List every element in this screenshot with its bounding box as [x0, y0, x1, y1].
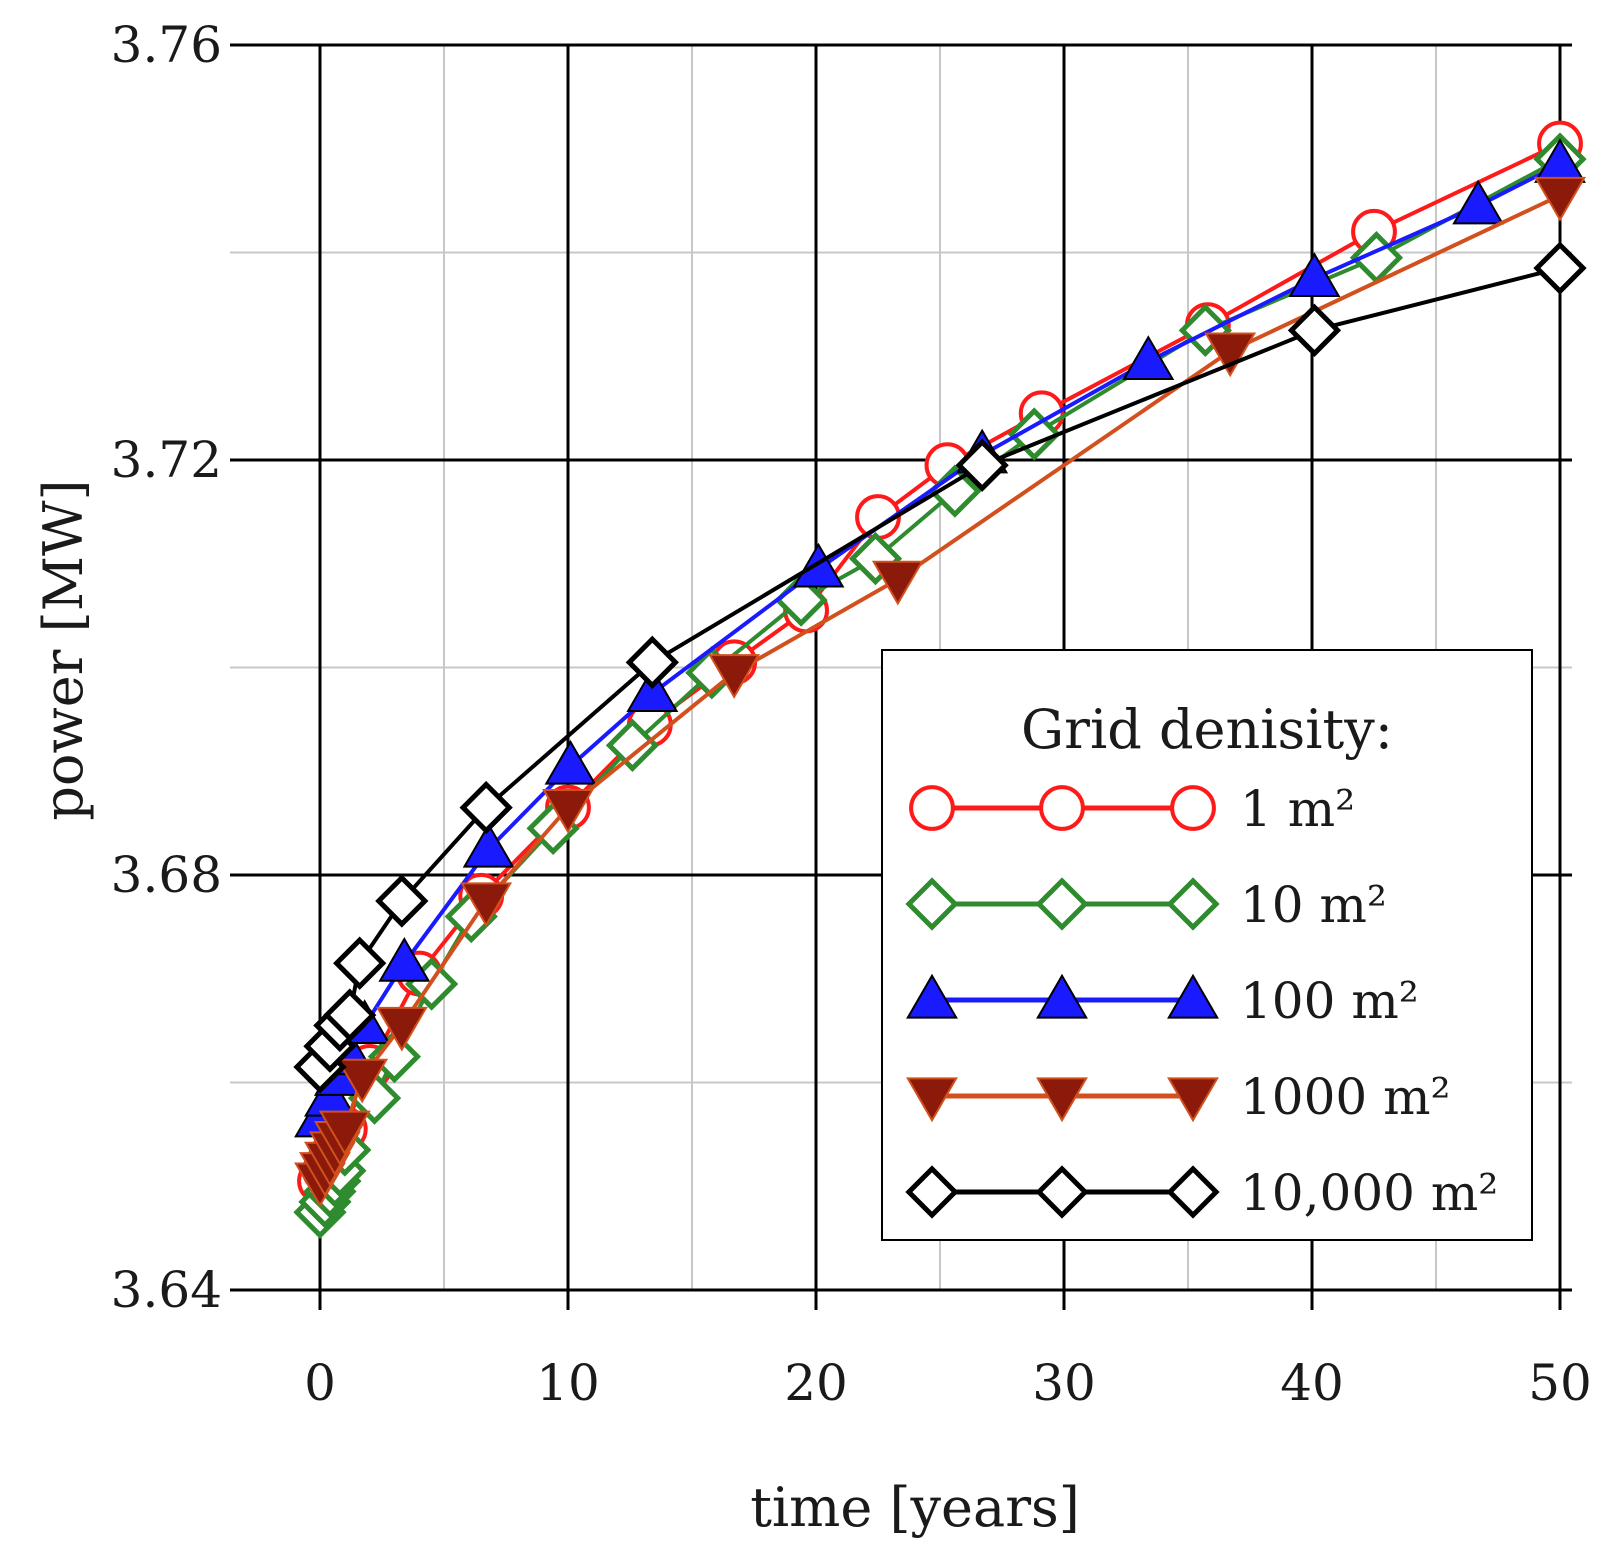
data-point — [378, 936, 431, 982]
data-point — [1288, 252, 1341, 298]
data-point — [336, 1058, 389, 1104]
data-point — [955, 438, 1009, 492]
data-point — [333, 936, 387, 990]
legend-marker — [1035, 877, 1089, 931]
data-point — [318, 1110, 371, 1156]
legend-marker — [1167, 1077, 1219, 1123]
legend-marker — [1035, 1165, 1089, 1219]
legend-marker — [1036, 1077, 1088, 1123]
legend-entry: 1 m² — [909, 780, 1355, 838]
series-3 — [294, 176, 1586, 1208]
legend-marker — [906, 1077, 958, 1123]
y-tick-label: 3.68 — [111, 846, 222, 904]
legend-label: 10 m² — [1240, 876, 1387, 934]
x-tick-label: 0 — [304, 1354, 336, 1412]
legend-marker — [905, 1165, 959, 1219]
tick-labels: 0 10 20 30 40 50 3.64 3.68 3.72 3.76 — [111, 16, 1592, 1412]
legend-entry: 100 m² — [906, 972, 1419, 1030]
data-point — [626, 667, 679, 713]
legend-marker — [1167, 973, 1219, 1019]
legend: Grid denisity: 1 m² 10 m² 100 m² 1000 m² 10,… — [881, 649, 1533, 1241]
data-point — [1007, 407, 1061, 461]
data-point — [605, 718, 660, 772]
data-point — [1287, 303, 1342, 357]
data-point — [1452, 179, 1505, 225]
x-tick-label: 30 — [1032, 1354, 1096, 1412]
data-point — [708, 654, 761, 699]
legend-entry: 10,000 m² — [905, 1164, 1498, 1222]
legend-label: 1000 m² — [1240, 1068, 1451, 1126]
y-tick-label: 3.76 — [111, 16, 222, 74]
legend-box — [881, 649, 1533, 1241]
data-point — [375, 1006, 428, 1052]
data-point — [1122, 335, 1175, 381]
data-point — [367, 1029, 422, 1084]
legend-label: 10,000 m² — [1240, 1164, 1498, 1222]
data-point — [1534, 176, 1586, 222]
y-tick-label: 3.72 — [111, 431, 222, 489]
legend-marker — [906, 973, 958, 1019]
data-point — [459, 780, 513, 835]
data-point — [375, 874, 429, 928]
legend-label: 1 m² — [1240, 780, 1355, 838]
data-point — [462, 822, 515, 868]
series-layer — [293, 120, 1587, 1239]
legend-marker — [1170, 785, 1216, 831]
x-tick-label: 50 — [1528, 1354, 1592, 1412]
legend-entry: 10 m² — [905, 876, 1387, 934]
x-axis-title: time [years] — [750, 1476, 1080, 1539]
legend-marker — [905, 877, 959, 931]
data-point — [544, 739, 597, 785]
legend-entries: 1 m² 10 m² 100 m² 1000 m² 10,000 m² — [905, 780, 1498, 1222]
data-point — [625, 635, 679, 689]
data-point — [460, 882, 513, 928]
data-point — [323, 988, 377, 1042]
data-point — [871, 560, 924, 606]
legend-marker — [909, 785, 955, 831]
legend-marker — [1036, 973, 1088, 1019]
legend-marker — [1166, 1165, 1220, 1219]
legend-marker — [1039, 785, 1085, 831]
data-point — [1533, 241, 1587, 295]
x-tick-label: 40 — [1280, 1354, 1344, 1412]
legend-marker — [1166, 877, 1220, 931]
legend-entry: 1000 m² — [906, 1068, 1451, 1126]
legend-label: 100 m² — [1240, 972, 1419, 1030]
data-point — [792, 542, 845, 588]
x-tick-label: 10 — [536, 1354, 600, 1412]
legend-title: Grid denisity: — [1021, 698, 1393, 761]
data-point — [1204, 332, 1257, 378]
series-4 — [293, 241, 1587, 1094]
data-point — [542, 788, 594, 834]
x-tick-label: 20 — [784, 1354, 848, 1412]
y-tick-label: 3.64 — [111, 1261, 222, 1319]
y-axis-title: power [MW] — [32, 479, 95, 820]
